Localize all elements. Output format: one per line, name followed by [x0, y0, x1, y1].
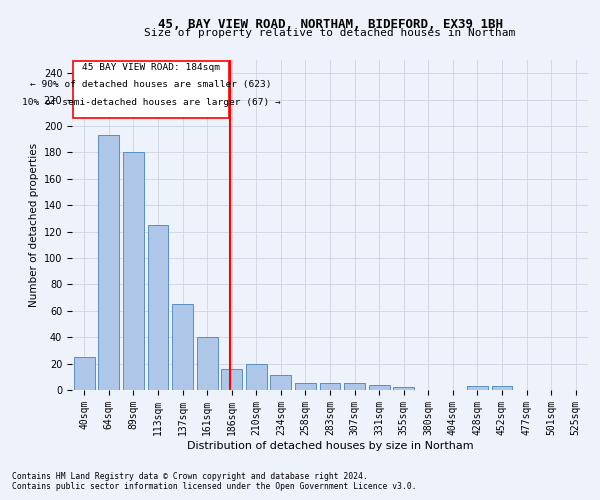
Bar [197, 337, 218, 390]
Text: Contains public sector information licensed under the Open Government Licence v3: Contains public sector information licen… [12, 482, 416, 491]
Bar [271, 376, 292, 390]
Bar [221, 369, 242, 390]
Bar [148, 225, 169, 390]
Bar [74, 357, 95, 390]
Bar [98, 135, 119, 390]
Text: 10% of semi-detached houses are larger (67) →: 10% of semi-detached houses are larger (… [22, 98, 280, 106]
Y-axis label: Number of detached properties: Number of detached properties [29, 143, 40, 307]
Bar [246, 364, 267, 390]
Bar [467, 386, 488, 390]
Bar [123, 152, 144, 390]
FancyBboxPatch shape [73, 62, 229, 118]
Text: ← 90% of detached houses are smaller (623): ← 90% of detached houses are smaller (62… [30, 80, 272, 90]
Bar [172, 304, 193, 390]
X-axis label: Distribution of detached houses by size in Northam: Distribution of detached houses by size … [187, 440, 473, 450]
Text: Size of property relative to detached houses in Northam: Size of property relative to detached ho… [145, 28, 515, 38]
Text: 45 BAY VIEW ROAD: 184sqm: 45 BAY VIEW ROAD: 184sqm [82, 64, 220, 72]
Bar [344, 384, 365, 390]
Bar [295, 384, 316, 390]
Bar [393, 388, 414, 390]
Bar [320, 384, 340, 390]
Text: 45, BAY VIEW ROAD, NORTHAM, BIDEFORD, EX39 1BH: 45, BAY VIEW ROAD, NORTHAM, BIDEFORD, EX… [157, 18, 503, 30]
Text: Contains HM Land Registry data © Crown copyright and database right 2024.: Contains HM Land Registry data © Crown c… [12, 472, 368, 481]
Bar [491, 386, 512, 390]
Bar [368, 384, 389, 390]
